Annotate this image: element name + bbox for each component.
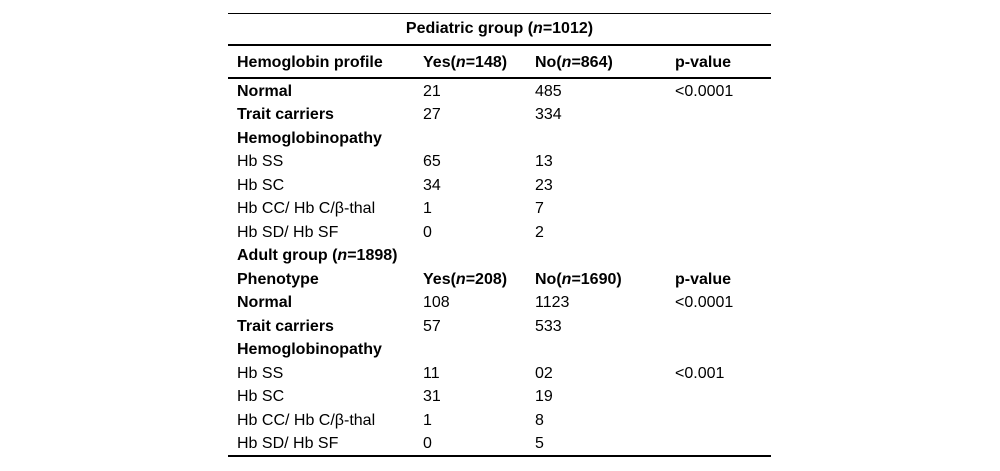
cell-yes-count: 108 xyxy=(423,294,450,312)
cell-no-count: 1123 xyxy=(535,294,570,312)
table-row: Normal 108 1123 <0.0001 xyxy=(228,291,771,315)
header-yes-n-italic: n xyxy=(455,53,466,71)
cell-hemoglobin-profile: Trait carriers xyxy=(237,106,334,124)
cell-p-value xyxy=(675,348,771,350)
table-title-suffix: =1012) xyxy=(542,20,594,37)
cell-hemoglobin-profile: Hb CC/ Hb C/β-thal xyxy=(237,411,376,429)
cell-p-value xyxy=(675,231,771,233)
table-title-n-italic: n xyxy=(533,20,543,37)
cell-p-value xyxy=(675,160,771,162)
table-row: Normal 21 485 <0.0001 xyxy=(228,79,771,103)
table-row: Hb CC/ Hb C/β-thal 1 8 xyxy=(228,408,771,432)
cell-no-count: 7 xyxy=(535,200,544,218)
cell-no-count: 02 xyxy=(535,364,553,382)
cell-p-value: <0.0001 xyxy=(675,82,734,100)
table-row: Hb SS 11 02 <0.001 xyxy=(228,361,771,385)
cell-yes-count: 21 xyxy=(423,82,441,100)
cell-no-count: 19 xyxy=(535,388,553,406)
cell-yes-count: 0 xyxy=(423,223,432,241)
cell-no-count xyxy=(535,254,675,256)
table-row: Hb SD/ Hb SF 0 2 xyxy=(228,220,771,244)
cell-no-count: 485 xyxy=(535,82,562,100)
cell-yes-count xyxy=(423,254,535,256)
cell-hemoglobin-profile: Adult group (n=1898) xyxy=(237,247,398,265)
cell-hemoglobin-profile: Phenotype xyxy=(237,270,319,288)
cell-no-count: 533 xyxy=(535,317,562,335)
cell-p-value: p-value xyxy=(675,270,732,288)
cell-yes-count: 34 xyxy=(423,176,441,194)
table-body: Normal 21 485 <0.0001 Trait carriers 27 334 Hem… xyxy=(228,79,771,455)
cell-yes-count: 1 xyxy=(423,200,432,218)
cell-no-count: 2 xyxy=(535,223,544,241)
cell-p-value xyxy=(675,137,771,139)
cell-p-value xyxy=(675,184,771,186)
header-no-n-italic: n xyxy=(561,53,572,71)
cell-p-value: <0.001 xyxy=(675,364,725,382)
table-row: Phenotype Yes(n=208) No(n=1690) p-value xyxy=(228,267,771,291)
cell-yes-count: 31 xyxy=(423,388,441,406)
cell-yes-count: 1 xyxy=(423,411,432,429)
cell-hemoglobin-profile: Hemoglobinopathy xyxy=(237,341,382,359)
cell-p-value xyxy=(675,395,771,397)
header-yes-count: Yes(n=148) xyxy=(423,53,535,71)
table-row: Hb SD/ Hb SF 0 5 xyxy=(228,432,771,456)
table-row: Hemoglobinopathy xyxy=(228,126,771,150)
cell-p-value xyxy=(675,325,771,327)
header-yes-text: Yes( xyxy=(423,53,456,71)
header-p-value: p-value xyxy=(675,53,732,71)
cell-no-count: 334 xyxy=(535,106,562,124)
cell-no-count: 13 xyxy=(535,153,553,171)
cell-p-value xyxy=(675,113,771,115)
cell-p-value xyxy=(675,207,771,209)
cell-yes-count: Yes(n=208) xyxy=(423,270,508,288)
cell-no-count xyxy=(535,348,675,350)
cell-hemoglobin-profile: Hb SS xyxy=(237,364,284,382)
table-row: Trait carriers 27 334 xyxy=(228,103,771,127)
cell-hemoglobin-profile: Hb CC/ Hb C/β-thal xyxy=(237,200,376,218)
table-header: Hemoglobin profile Yes(n=148) No(n=864) … xyxy=(228,46,771,79)
cell-yes-count: 65 xyxy=(423,153,441,171)
header-yes-suffix: =148) xyxy=(465,53,508,71)
cell-hemoglobin-profile: Hb SC xyxy=(237,176,285,194)
cell-no-count xyxy=(535,137,675,139)
cell-yes-count: 27 xyxy=(423,106,441,124)
table-row: Hb SS 65 13 xyxy=(228,150,771,174)
cell-hemoglobin-profile: Normal xyxy=(237,82,293,100)
cell-hemoglobin-profile: Hemoglobinopathy xyxy=(237,129,382,147)
cell-hemoglobin-profile: Normal xyxy=(237,294,293,312)
cell-p-value xyxy=(675,442,771,444)
results-table: Pediatric group (n =1012) Hemoglobin prof… xyxy=(228,13,771,457)
cell-yes-count: 0 xyxy=(423,435,432,453)
cell-hemoglobin-profile: Hb SD/ Hb SF xyxy=(237,223,339,241)
header-no-suffix: =864) xyxy=(571,53,613,71)
cell-no-count: 5 xyxy=(535,435,544,453)
cell-no-count: 8 xyxy=(535,411,544,429)
cell-hemoglobin-profile: Hb SS xyxy=(237,153,284,171)
cell-hemoglobin-profile: Hb SD/ Hb SF xyxy=(237,435,339,453)
header-hemoglobin-profile: Hemoglobin profile xyxy=(237,53,383,71)
cell-yes-count xyxy=(423,137,535,139)
cell-yes-count: 57 xyxy=(423,317,441,335)
cell-yes-count xyxy=(423,348,535,350)
table-row: Trait carriers 57 533 xyxy=(228,314,771,338)
cell-hemoglobin-profile: Hb SC xyxy=(237,388,285,406)
cell-no-count: 23 xyxy=(535,176,553,194)
table-row: Hb SC 31 19 xyxy=(228,385,771,409)
cell-p-value xyxy=(675,254,771,256)
cell-no-count: No(n=1690) xyxy=(535,270,622,288)
table-title: Pediatric group (n =1012) xyxy=(228,14,771,46)
header-no-count: No(n=864) xyxy=(535,53,675,71)
cell-hemoglobin-profile: Trait carriers xyxy=(237,317,334,335)
cell-p-value xyxy=(675,419,771,421)
cell-yes-count: 11 xyxy=(423,364,440,382)
header-no-text: No( xyxy=(535,53,562,71)
table-row: Hemoglobinopathy xyxy=(228,338,771,362)
table-row: Hb CC/ Hb C/β-thal 1 7 xyxy=(228,197,771,221)
table-row: Adult group (n=1898) xyxy=(228,244,771,268)
cell-p-value: <0.0001 xyxy=(675,294,734,312)
table-title-text: Pediatric group ( xyxy=(405,20,534,37)
table-row: Hb SC 34 23 xyxy=(228,173,771,197)
